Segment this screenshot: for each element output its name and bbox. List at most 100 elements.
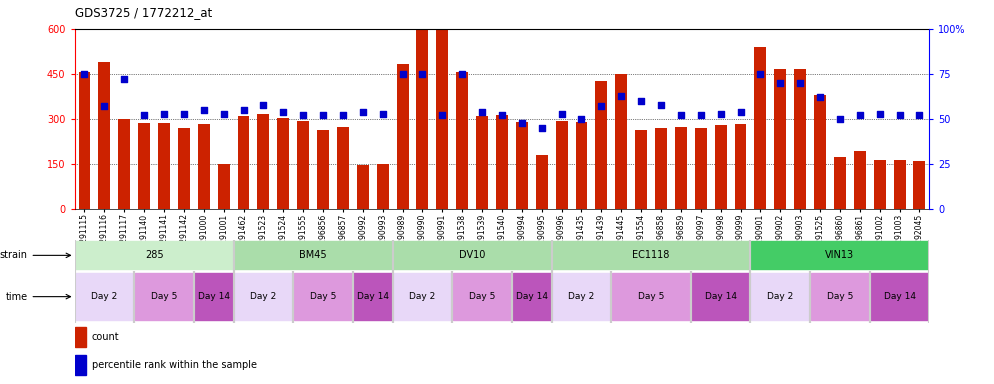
Bar: [453, 273, 511, 321]
Bar: [75, 327, 85, 347]
Text: Day 2: Day 2: [410, 292, 435, 301]
Bar: [135, 273, 193, 321]
Point: [236, 107, 251, 113]
Point: [315, 113, 331, 119]
Point: [872, 111, 888, 117]
Bar: [317, 129, 329, 209]
Bar: [178, 128, 190, 209]
Bar: [751, 273, 809, 321]
Bar: [751, 241, 928, 270]
Point: [554, 111, 570, 117]
Text: Day 14: Day 14: [198, 292, 230, 301]
Text: count: count: [91, 332, 119, 342]
Bar: [277, 118, 289, 209]
Bar: [874, 160, 886, 209]
Point: [136, 113, 152, 119]
Point: [414, 71, 430, 77]
Bar: [75, 355, 85, 375]
Point: [156, 111, 172, 117]
Bar: [476, 116, 488, 209]
Text: Day 5: Day 5: [310, 292, 336, 301]
Text: GDS3725 / 1772212_at: GDS3725 / 1772212_at: [75, 6, 212, 19]
Point: [434, 113, 450, 119]
Text: Day 5: Day 5: [827, 292, 853, 301]
Bar: [814, 95, 826, 209]
Bar: [774, 70, 786, 209]
Bar: [834, 157, 846, 209]
Bar: [294, 273, 352, 321]
Bar: [354, 273, 392, 321]
Bar: [456, 73, 468, 209]
Bar: [692, 273, 749, 321]
Bar: [397, 64, 409, 209]
Text: Day 2: Day 2: [767, 292, 793, 301]
Bar: [416, 29, 428, 209]
Bar: [357, 165, 369, 209]
Bar: [377, 164, 389, 209]
Bar: [238, 116, 249, 209]
Point: [514, 119, 530, 126]
Text: Day 2: Day 2: [569, 292, 594, 301]
Bar: [871, 273, 928, 321]
Point: [792, 80, 808, 86]
Point: [216, 111, 232, 117]
Point: [832, 116, 848, 122]
Bar: [735, 124, 746, 209]
Point: [653, 101, 669, 108]
Bar: [794, 70, 806, 209]
Point: [911, 113, 927, 119]
Bar: [98, 62, 110, 209]
Bar: [715, 125, 727, 209]
Bar: [854, 151, 866, 209]
Bar: [894, 160, 906, 209]
Bar: [595, 81, 607, 209]
Text: Day 2: Day 2: [250, 292, 276, 301]
Bar: [257, 114, 269, 209]
Bar: [218, 164, 230, 209]
Point: [176, 111, 192, 117]
Bar: [138, 123, 150, 209]
Bar: [695, 128, 707, 209]
Point: [375, 111, 391, 117]
Text: EC1118: EC1118: [632, 250, 670, 260]
Point: [474, 109, 490, 115]
Point: [494, 113, 510, 119]
Bar: [553, 273, 610, 321]
Text: DV10: DV10: [459, 250, 485, 260]
Point: [733, 109, 748, 115]
Bar: [913, 161, 925, 209]
Bar: [496, 114, 508, 209]
Bar: [436, 29, 448, 209]
Bar: [516, 122, 528, 209]
Bar: [337, 127, 349, 209]
Bar: [811, 273, 869, 321]
Text: Day 5: Day 5: [638, 292, 664, 301]
Bar: [79, 73, 90, 209]
Bar: [297, 121, 309, 209]
Bar: [536, 155, 548, 209]
Bar: [576, 122, 587, 209]
Point: [892, 113, 908, 119]
Point: [275, 109, 291, 115]
Bar: [615, 74, 627, 209]
Point: [534, 125, 550, 131]
Text: Day 5: Day 5: [151, 292, 177, 301]
Text: Day 5: Day 5: [469, 292, 495, 301]
Point: [772, 80, 788, 86]
Text: Day 14: Day 14: [705, 292, 737, 301]
Text: BM45: BM45: [299, 250, 327, 260]
Text: 285: 285: [145, 250, 163, 260]
Bar: [76, 241, 233, 270]
Point: [613, 93, 629, 99]
Text: percentile rank within the sample: percentile rank within the sample: [91, 360, 256, 370]
Text: VIN13: VIN13: [825, 250, 855, 260]
Point: [812, 94, 828, 101]
Text: Day 14: Day 14: [357, 292, 389, 301]
Bar: [118, 119, 130, 209]
Bar: [235, 241, 392, 270]
Text: Day 2: Day 2: [91, 292, 117, 301]
Bar: [513, 273, 551, 321]
Text: time: time: [5, 291, 71, 302]
Point: [713, 111, 729, 117]
Point: [673, 113, 689, 119]
